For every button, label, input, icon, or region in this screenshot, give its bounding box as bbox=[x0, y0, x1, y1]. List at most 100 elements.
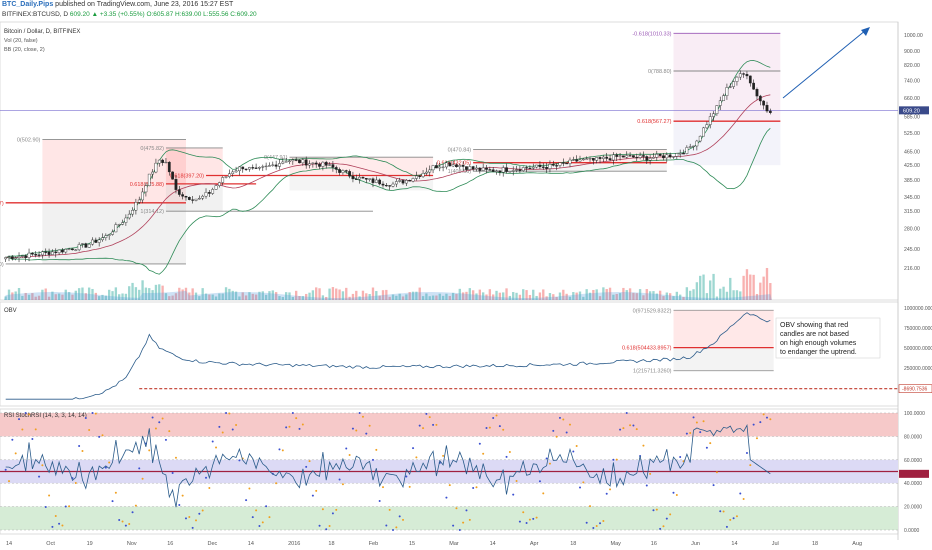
volume-bar bbox=[14, 291, 17, 300]
volume-bar bbox=[94, 292, 97, 300]
rsi-tick-label: 60.0000 bbox=[904, 458, 922, 464]
stoch-d-dot bbox=[148, 449, 151, 452]
candle-body bbox=[682, 153, 685, 155]
volume-bar bbox=[405, 294, 408, 300]
candle-body bbox=[698, 135, 702, 142]
candle-body bbox=[47, 251, 51, 255]
volume-bar bbox=[44, 288, 47, 300]
fib-label: 0.618(432.05) bbox=[437, 161, 471, 167]
price-tick-label: 740.00 bbox=[904, 79, 920, 85]
stoch-k-dot bbox=[538, 480, 541, 483]
stoch-d-dot bbox=[475, 486, 478, 489]
candle-body bbox=[228, 173, 231, 177]
author-link[interactable]: BTC_Daily.Pips bbox=[2, 1, 54, 8]
volume-bar bbox=[398, 293, 401, 300]
candle-body bbox=[692, 145, 695, 147]
volume-bar bbox=[668, 293, 672, 300]
stoch-d-dot bbox=[482, 452, 485, 455]
volume-bar bbox=[532, 289, 535, 300]
volume-bar bbox=[408, 292, 411, 300]
stoch-k-dot bbox=[558, 416, 561, 419]
stoch-k-dot bbox=[245, 499, 248, 502]
volume-bar bbox=[612, 294, 615, 300]
volume-bar bbox=[261, 291, 264, 300]
volume-bar bbox=[288, 292, 291, 300]
obv-title: OBV bbox=[4, 308, 17, 314]
candle-body bbox=[518, 169, 522, 171]
volume-bar bbox=[648, 291, 652, 300]
volume-bar bbox=[441, 295, 445, 300]
rsi-value-badge bbox=[899, 469, 929, 478]
volume-bar bbox=[371, 287, 375, 300]
stoch-k-dot bbox=[205, 476, 208, 479]
candle-body bbox=[571, 159, 575, 161]
stoch-d-dot bbox=[715, 471, 718, 474]
stoch-d-dot bbox=[755, 437, 758, 440]
candle-body bbox=[435, 165, 438, 169]
candle-body bbox=[311, 162, 315, 164]
candle-body bbox=[4, 257, 8, 260]
candle-body bbox=[314, 162, 318, 165]
volume-bar bbox=[578, 291, 582, 300]
stoch-k-dot bbox=[739, 492, 742, 495]
rsi-overbought-band bbox=[0, 413, 898, 437]
fib-zone-lower bbox=[42, 202, 186, 264]
candle-body bbox=[351, 175, 355, 180]
volume-bar bbox=[311, 290, 315, 300]
candle-body bbox=[107, 234, 111, 236]
volume-bar bbox=[742, 275, 745, 300]
candle-body bbox=[585, 158, 589, 160]
volume-bar bbox=[451, 292, 455, 300]
candle-body bbox=[722, 95, 725, 101]
candle-body bbox=[284, 161, 288, 163]
stoch-k-dot bbox=[552, 429, 555, 432]
bb-basis-line bbox=[5, 94, 771, 259]
volume-bar bbox=[214, 296, 218, 300]
candle-body bbox=[181, 194, 185, 197]
stoch-k-dot bbox=[572, 450, 575, 453]
stoch-k-dot bbox=[278, 448, 281, 451]
volume-bar bbox=[602, 287, 605, 300]
candle-body bbox=[151, 171, 154, 175]
stoch-d-dot bbox=[288, 425, 291, 428]
volume-bar bbox=[625, 290, 628, 300]
candle-body bbox=[271, 164, 275, 166]
volume-bar bbox=[318, 288, 321, 300]
stoch-d-dot bbox=[448, 484, 451, 487]
candle-body bbox=[268, 165, 271, 167]
candle-body bbox=[224, 176, 228, 178]
volume-bar bbox=[652, 291, 655, 300]
stoch-d-dot bbox=[108, 461, 111, 464]
stoch-k-dot bbox=[104, 466, 107, 469]
candle-body bbox=[74, 249, 78, 251]
volume-bar bbox=[628, 288, 632, 300]
volume-bar bbox=[21, 295, 24, 300]
volume-bar bbox=[321, 295, 325, 300]
candle-body bbox=[481, 167, 485, 171]
candle-body bbox=[354, 178, 358, 180]
stoch-k-dot bbox=[38, 475, 41, 478]
stoch-d-dot bbox=[622, 427, 625, 430]
volume-bar bbox=[7, 289, 11, 300]
volume-bar bbox=[244, 295, 248, 300]
stoch-d-dot bbox=[88, 429, 91, 432]
stoch-k-dot bbox=[725, 525, 728, 528]
stoch-d-dot bbox=[295, 417, 298, 420]
candle-body bbox=[204, 192, 208, 197]
volume-bar bbox=[485, 294, 488, 300]
volume-bar bbox=[755, 293, 759, 300]
candle-body bbox=[141, 191, 144, 201]
x-tick-label: May bbox=[611, 541, 622, 547]
price-tick-label: 280.00 bbox=[904, 227, 920, 233]
candle-body bbox=[635, 156, 639, 159]
price-tick-label: 465.00 bbox=[904, 149, 920, 155]
volume-bar bbox=[361, 290, 365, 300]
volume-bar bbox=[61, 294, 64, 300]
volume-bar bbox=[682, 296, 685, 300]
candle-body bbox=[575, 159, 579, 162]
stoch-k-dot bbox=[765, 416, 768, 419]
volume-bar bbox=[445, 293, 448, 300]
fib-zone-lower bbox=[289, 175, 434, 191]
volume-bar bbox=[64, 289, 67, 300]
